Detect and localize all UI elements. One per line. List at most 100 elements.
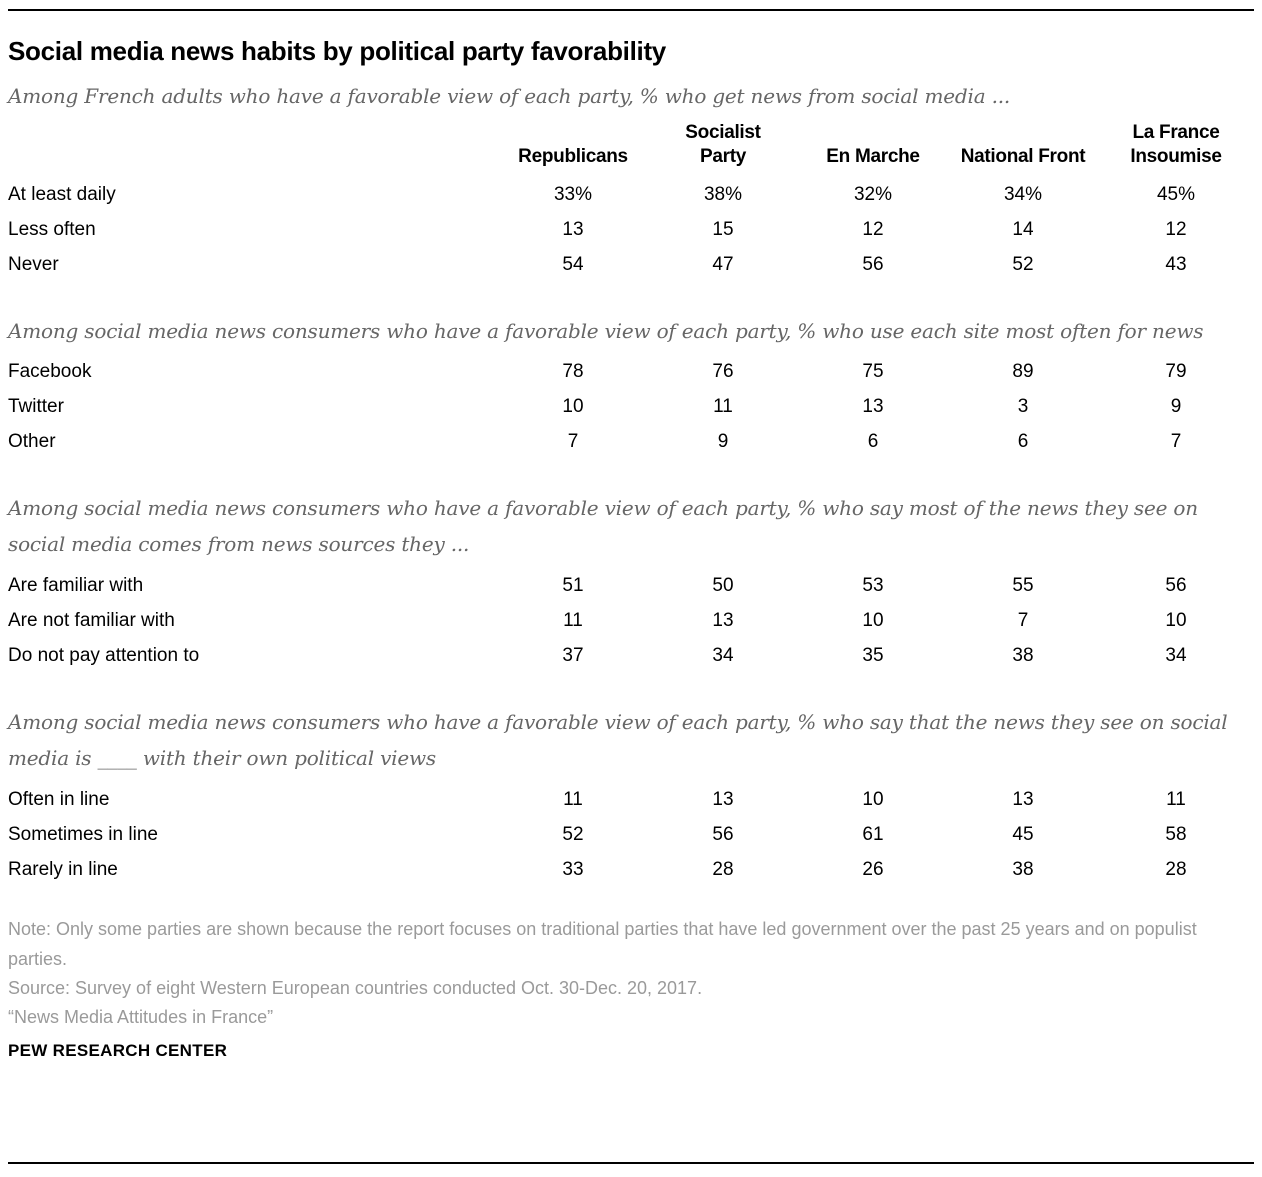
value-cell: 7 <box>1170 431 1182 453</box>
value-cell: 56 <box>862 254 884 275</box>
value-cell: 10 <box>862 788 884 810</box>
row-label: Less often <box>8 219 96 240</box>
value-cell: 51 <box>562 575 584 597</box>
value-cell: 43 <box>1165 254 1187 275</box>
row-label: At least daily <box>8 184 116 205</box>
table-row: Facebook 78 76 75 89 79 <box>8 355 1254 390</box>
citation-text: “News Media Attitudes in France” <box>8 1006 274 1027</box>
value-cell: 11 <box>563 610 583 632</box>
value-cell: 26 <box>862 858 884 880</box>
value-cell: 79 <box>1165 361 1187 383</box>
value-cell: 45% <box>1156 184 1196 205</box>
value-cell: 6 <box>867 431 879 453</box>
table-row: Sometimes in line 52 56 61 45 58 <box>8 817 1254 852</box>
section-intro-4: Among social media news consumers who ha… <box>8 709 1228 771</box>
data-table-section-4: Often in line 11 13 10 13 11 Sometimes i… <box>8 782 1254 887</box>
value-cell: 11 <box>713 396 733 418</box>
value-cell: 58 <box>1165 823 1187 845</box>
value-cell: 50 <box>712 575 734 597</box>
top-rule <box>8 9 1254 11</box>
column-header-blank <box>8 121 498 178</box>
table-row: Rarely in line 33 28 26 38 28 <box>8 852 1254 887</box>
section-intro-1: Among French adults who have a favorable… <box>8 84 1011 108</box>
column-header-republicans: Republicans <box>518 145 628 167</box>
value-cell: 12 <box>862 219 884 240</box>
section-intro-3: Among social media news consumers who ha… <box>8 495 1198 557</box>
pew-research-center-wordmark: PEW RESEARCH CENTER <box>8 1041 228 1061</box>
value-cell: 34 <box>1165 645 1187 667</box>
value-cell: 3 <box>1017 396 1029 418</box>
table-row: At least daily 33% 38% 32% 34% 45% <box>8 178 1254 213</box>
value-cell: 47 <box>712 254 734 275</box>
row-label: Twitter <box>8 396 64 418</box>
value-cell: 89 <box>1012 361 1034 383</box>
value-cell: 34% <box>1003 184 1043 205</box>
value-cell: 7 <box>567 431 579 453</box>
bottom-rule <box>8 1162 1254 1164</box>
row-label: Do not pay attention to <box>8 645 200 667</box>
table-row: Less often 13 15 12 14 12 <box>8 213 1254 248</box>
table-row: Are not familiar with 11 13 10 7 10 <box>8 604 1254 639</box>
value-cell: 13 <box>1012 788 1034 810</box>
value-cell: 53 <box>862 575 884 597</box>
table-row: Are familiar with 51 50 53 55 56 <box>8 569 1254 604</box>
value-cell: 6 <box>1017 431 1029 453</box>
value-cell: 10 <box>562 396 584 418</box>
pew-table-figure: Social media news habits by political pa… <box>0 9 1262 1177</box>
value-cell: 76 <box>712 361 734 383</box>
value-cell: 14 <box>1012 219 1034 240</box>
value-cell: 75 <box>862 361 884 383</box>
row-label: Are not familiar with <box>8 610 175 632</box>
value-cell: 56 <box>1165 575 1187 597</box>
section-intro-2: Among social media news consumers who ha… <box>8 318 1204 343</box>
source-text: Source: Survey of eight Western European… <box>8 977 703 998</box>
row-label: Often in line <box>8 788 110 810</box>
value-cell: 54 <box>562 254 584 275</box>
column-header-row: Republicans Socialist Party En Marche Na… <box>8 121 1254 178</box>
value-cell: 78 <box>562 361 584 383</box>
data-table-section-2: Facebook 78 76 75 89 79 Twitter 10 11 13… <box>8 355 1254 460</box>
table-row: Do not pay attention to 37 34 35 38 34 <box>8 639 1254 674</box>
value-cell: 10 <box>1165 610 1187 632</box>
value-cell: 13 <box>562 219 584 240</box>
value-cell: 11 <box>1166 788 1186 810</box>
value-cell: 28 <box>712 858 734 880</box>
column-header-socialist-party: Socialist Party <box>685 122 761 167</box>
value-cell: 9 <box>1170 396 1182 418</box>
column-header-la-france-insoumise: La France Insoumise <box>1130 122 1222 167</box>
value-cell: 37 <box>562 645 584 667</box>
value-cell: 32% <box>853 184 893 205</box>
value-cell: 33% <box>553 184 593 205</box>
value-cell: 33 <box>562 858 584 880</box>
value-cell: 61 <box>862 823 884 845</box>
value-cell: 35 <box>862 645 884 667</box>
note-text: Note: Only some parties are shown becaus… <box>8 919 1197 969</box>
value-cell: 56 <box>712 823 734 845</box>
value-cell: 34 <box>712 645 734 667</box>
column-header-en-marche: En Marche <box>826 145 920 167</box>
data-table-section-1: Republicans Socialist Party En Marche Na… <box>8 121 1254 283</box>
row-label: Other <box>8 431 56 453</box>
value-cell: 15 <box>712 219 734 240</box>
value-cell: 38% <box>703 184 743 205</box>
row-label: Rarely in line <box>8 858 118 880</box>
row-label: Are familiar with <box>8 575 144 597</box>
row-label: Sometimes in line <box>8 823 158 845</box>
table-row: Twitter 10 11 13 3 9 <box>8 390 1254 425</box>
value-cell: 13 <box>712 788 734 810</box>
value-cell: 11 <box>563 788 583 810</box>
value-cell: 9 <box>717 431 729 453</box>
value-cell: 7 <box>1017 610 1029 632</box>
value-cell: 12 <box>1165 219 1187 240</box>
value-cell: 13 <box>712 610 734 632</box>
value-cell: 55 <box>1012 575 1034 597</box>
row-label: Facebook <box>8 361 92 383</box>
value-cell: 28 <box>1165 858 1187 880</box>
page-title: Social media news habits by political pa… <box>8 36 666 66</box>
value-cell: 52 <box>562 823 584 845</box>
table-row: Never 54 47 56 52 43 <box>8 248 1254 283</box>
row-label: Never <box>8 254 59 275</box>
column-header-national-front: National Front <box>960 145 1086 167</box>
value-cell: 45 <box>1012 823 1034 845</box>
value-cell: 10 <box>862 610 884 632</box>
